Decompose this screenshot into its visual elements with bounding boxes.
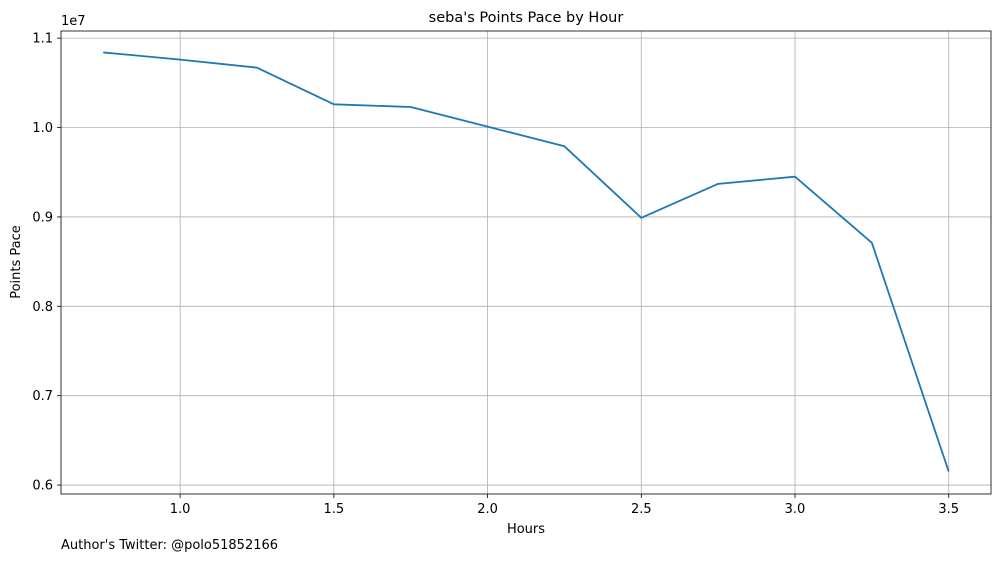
y-tick-label: 0.7	[32, 389, 53, 404]
x-tick-label: 1.5	[324, 502, 345, 517]
chart-title: seba's Points Pace by Hour	[429, 10, 624, 26]
x-tick-label: 2.5	[631, 502, 652, 517]
y-offset-label: 1e7	[61, 14, 86, 29]
x-tick-label: 2.0	[477, 502, 498, 517]
author-credit: Author's Twitter: @polo51852166	[61, 538, 279, 553]
x-axis-ticks: 1.0 1.5 2.0 2.5 3.0 3.5	[170, 494, 959, 517]
x-tick-label: 3.5	[938, 502, 959, 517]
y-axis-label: Points Pace	[9, 225, 24, 299]
x-tick-label: 3.0	[785, 502, 806, 517]
x-tick-label: 1.0	[170, 502, 191, 517]
y-tick-label: 0.6	[32, 479, 53, 494]
grid-lines	[61, 31, 991, 494]
plot-frame	[60, 30, 992, 495]
y-tick-label: 1.0	[32, 121, 53, 136]
series-group	[103, 51, 950, 472]
y-tick-label: 1.1	[32, 32, 53, 47]
series-line	[103, 51, 950, 472]
x-axis-label: Hours	[507, 522, 545, 537]
y-tick-label: 0.9	[32, 210, 53, 225]
y-tick-label: 0.8	[32, 300, 53, 315]
y-axis-ticks: 0.6 0.7 0.8 0.9 1.0 1.1	[32, 32, 61, 494]
